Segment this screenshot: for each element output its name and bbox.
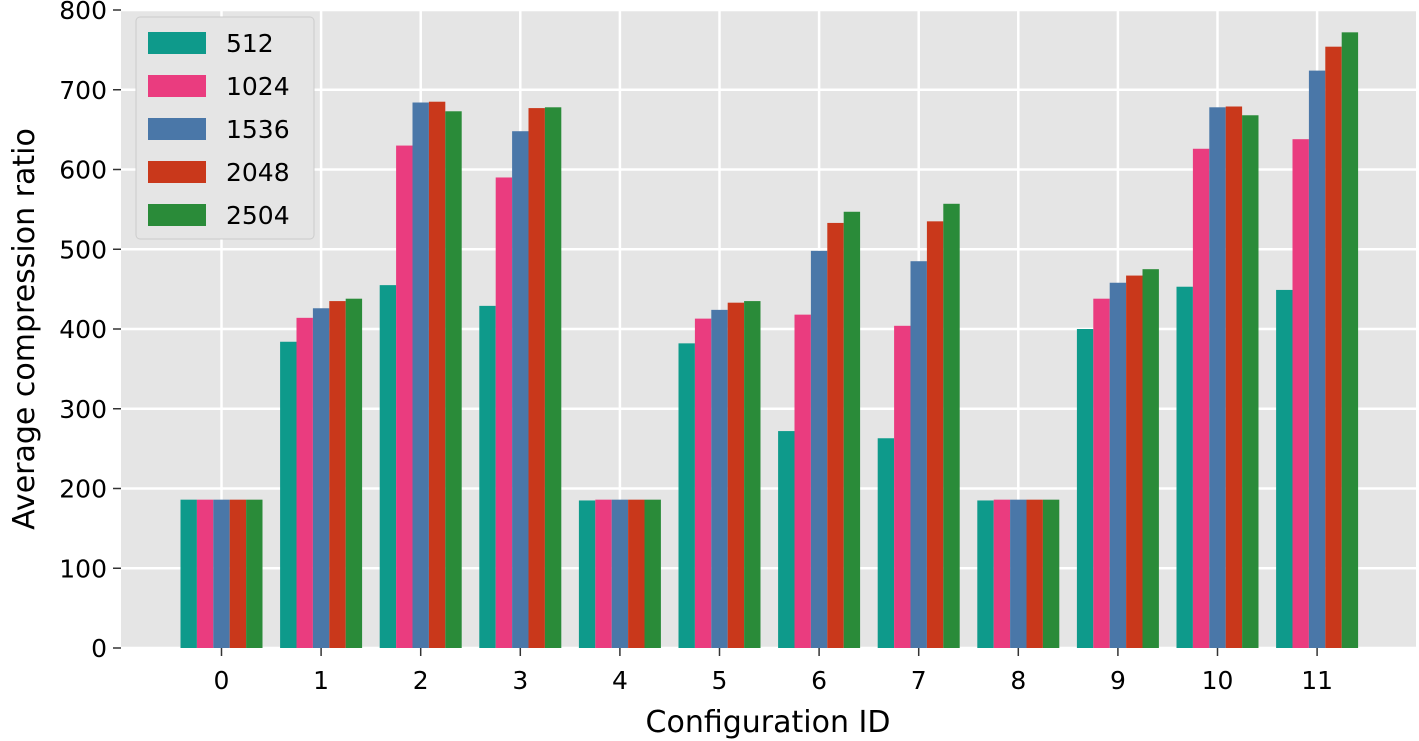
bar-series-512-config-11 [1276, 289, 1293, 648]
bar-series-2504-config-11 [1341, 32, 1359, 648]
bar-series-512-config-5 [678, 343, 695, 648]
legend-swatch [148, 75, 206, 97]
x-tick-label: 1 [313, 666, 329, 695]
legend-label: 512 [226, 29, 274, 58]
bar-series-1024-config-10 [1192, 148, 1210, 648]
bar-series-2504-config-2 [445, 111, 462, 649]
bar-series-2504-config-1 [345, 298, 363, 648]
bar-series-1024-config-9 [1093, 298, 1110, 648]
bar-series-512-config-0 [180, 499, 197, 648]
bar-series-1024-config-6 [794, 314, 811, 648]
bar-series-512-config-10 [1176, 286, 1193, 648]
bar-series-1024-config-3 [495, 177, 513, 648]
bar-series-1536-config-3 [512, 131, 529, 649]
x-tick-label: 0 [214, 666, 230, 695]
y-tick-label: 0 [91, 634, 107, 663]
bar-series-2504-config-8 [1042, 499, 1060, 648]
x-tick-label: 7 [911, 666, 927, 695]
bar-series-2048-config-0 [229, 499, 247, 648]
legend-swatch [148, 204, 206, 226]
y-axis: 0 100 200 300 400 500 600 700 800 [59, 0, 121, 663]
bar-series-2504-config-10 [1242, 115, 1259, 648]
bar-series-1024-config-2 [396, 145, 413, 648]
y-tick-label: 700 [59, 76, 107, 105]
bar-series-1024-config-8 [993, 499, 1011, 648]
legend-swatch [148, 118, 206, 140]
y-tick-label: 800 [59, 0, 107, 25]
bar-series-1536-config-8 [1010, 499, 1027, 648]
x-tick-label: 4 [612, 666, 628, 695]
bar-series-2504-config-7 [943, 203, 960, 649]
y-tick-label: 500 [59, 235, 107, 264]
x-axis: 0 1 2 3 4 5 6 7 8 9 10 11 [214, 648, 1333, 695]
bar-series-1536-config-11 [1308, 70, 1326, 649]
bar-series-512-config-7 [877, 438, 895, 648]
bar-series-2048-config-4 [628, 499, 645, 648]
legend-swatch [148, 32, 206, 54]
bar-series-512-config-4 [578, 500, 596, 648]
bar-series-1536-config-2 [412, 102, 429, 648]
bar-series-1024-config-11 [1292, 139, 1309, 648]
bar-series-1536-config-5 [711, 309, 728, 648]
bar-series-512-config-8 [977, 500, 994, 648]
x-tick-label: 6 [811, 666, 827, 695]
bar-series-1024-config-4 [595, 499, 612, 648]
bar-series-2048-config-1 [329, 301, 346, 648]
legend: 512 1024 1536 2048 2504 [135, 16, 315, 240]
x-tick-label: 9 [1110, 666, 1126, 695]
bar-series-1024-config-0 [196, 499, 214, 648]
bar-series-2504-config-9 [1142, 269, 1159, 648]
bar-series-512-config-1 [280, 341, 297, 648]
x-tick-label: 11 [1301, 666, 1333, 695]
y-tick-label: 200 [59, 475, 107, 504]
bar-series-1024-config-1 [296, 317, 313, 648]
x-tick-label: 2 [413, 666, 429, 695]
bar-series-1536-config-0 [213, 499, 230, 648]
legend-box [135, 16, 315, 240]
x-tick-label: 3 [512, 666, 528, 695]
legend-label: 1024 [226, 72, 290, 101]
y-tick-label: 600 [59, 156, 107, 185]
bar-series-2504-config-3 [544, 107, 562, 649]
bar-series-1536-config-1 [312, 308, 330, 648]
bars [180, 32, 1359, 649]
x-tick-label: 10 [1202, 666, 1234, 695]
x-tick-label: 5 [712, 666, 728, 695]
bar-series-2048-config-9 [1126, 275, 1143, 648]
bar-series-1024-config-5 [694, 318, 712, 648]
bar-series-2504-config-6 [843, 211, 861, 648]
bar-series-2504-config-0 [246, 499, 263, 648]
bar-series-2048-config-7 [926, 221, 944, 648]
y-tick-label: 100 [59, 554, 107, 583]
x-axis-label: Configuration ID [646, 705, 891, 740]
y-tick-label: 300 [59, 395, 107, 424]
bar-series-2048-config-2 [428, 101, 446, 648]
bar-series-512-config-6 [778, 431, 795, 648]
x-tick-label: 8 [1010, 666, 1026, 695]
legend-label: 2048 [226, 158, 290, 187]
legend-swatch [148, 161, 206, 183]
bar-series-2504-config-5 [744, 301, 761, 648]
legend-label: 1536 [226, 115, 290, 144]
bar-series-1024-config-7 [894, 325, 911, 648]
bar-series-2048-config-11 [1325, 46, 1342, 649]
bar-series-1536-config-6 [810, 250, 828, 648]
bar-series-1536-config-4 [611, 499, 629, 648]
bar-series-2048-config-3 [528, 108, 545, 648]
bar-series-2048-config-5 [727, 302, 745, 648]
bar-series-1536-config-7 [910, 261, 927, 648]
bar-series-512-config-2 [379, 285, 397, 648]
bar-series-512-config-9 [1076, 329, 1094, 648]
y-tick-label: 400 [59, 315, 107, 344]
bar-series-2504-config-4 [644, 499, 661, 648]
bar-series-1536-config-9 [1109, 282, 1127, 648]
bar-series-512-config-3 [479, 305, 496, 648]
bar-series-2048-config-10 [1225, 106, 1243, 648]
y-axis-label: Average compression ratio [7, 128, 42, 530]
bar-series-2048-config-6 [827, 222, 844, 648]
bar-series-2048-config-8 [1026, 499, 1043, 648]
bar-series-1536-config-10 [1209, 107, 1226, 649]
legend-label: 2504 [226, 201, 290, 230]
